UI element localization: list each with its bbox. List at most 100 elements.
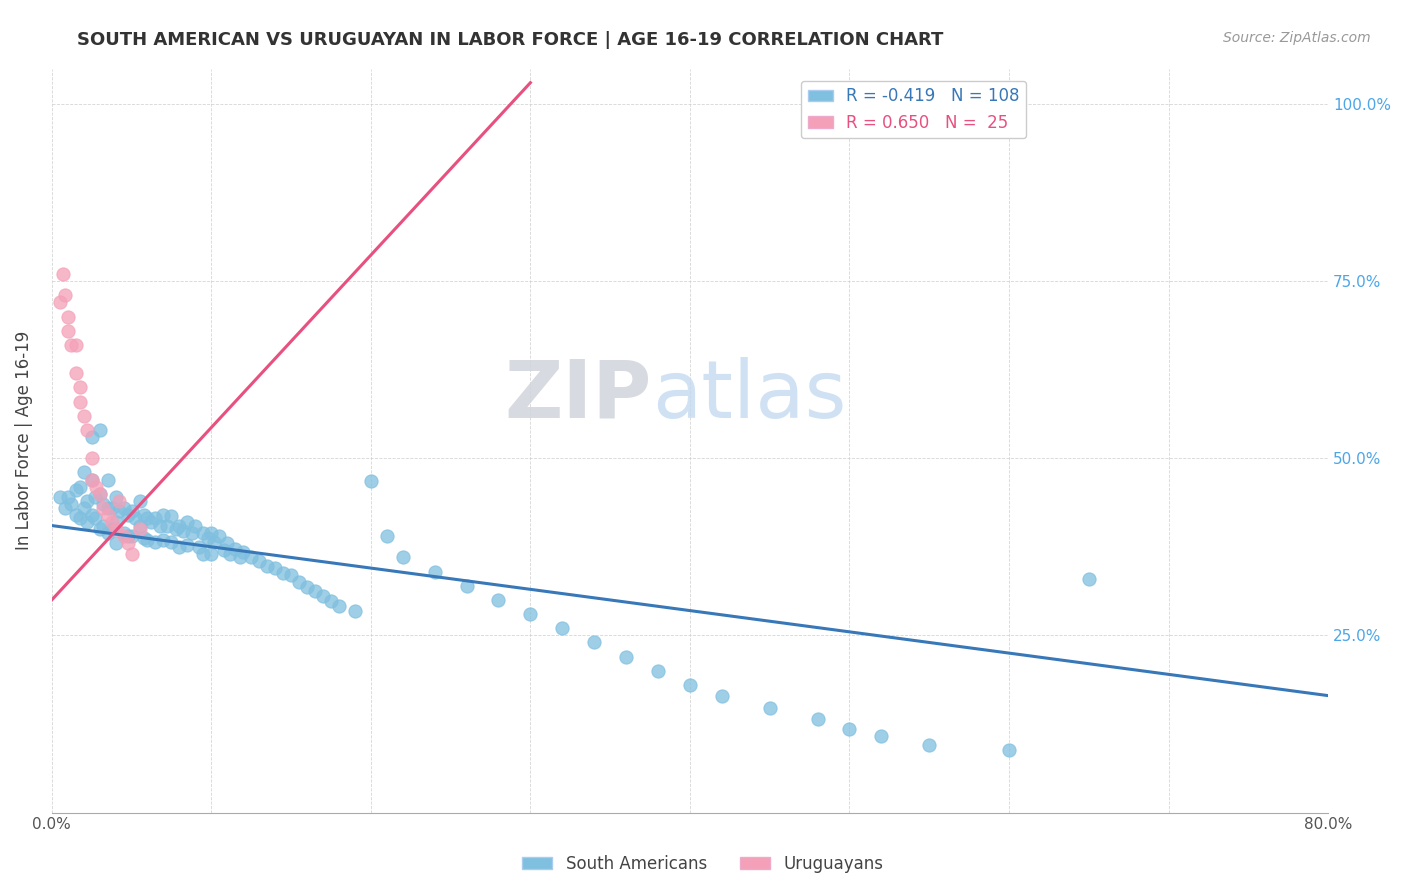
Point bbox=[48, 295, 70, 310]
Point bbox=[391, 550, 413, 565]
Point bbox=[112, 525, 135, 540]
Point bbox=[124, 511, 146, 525]
Point bbox=[758, 700, 780, 714]
Point bbox=[145, 534, 167, 549]
Point bbox=[295, 580, 318, 594]
Point bbox=[264, 561, 287, 575]
Point bbox=[69, 394, 91, 409]
Point bbox=[97, 500, 120, 515]
Point bbox=[80, 451, 103, 466]
Text: Source: ZipAtlas.com: Source: ZipAtlas.com bbox=[1223, 31, 1371, 45]
Point bbox=[232, 545, 254, 559]
Point bbox=[583, 635, 606, 649]
Point bbox=[101, 500, 124, 515]
Point bbox=[65, 508, 87, 522]
Point bbox=[176, 515, 198, 529]
Point bbox=[91, 497, 114, 511]
Text: SOUTH AMERICAN VS URUGUAYAN IN LABOR FORCE | AGE 16-19 CORRELATION CHART: SOUTH AMERICAN VS URUGUAYAN IN LABOR FOR… bbox=[77, 31, 943, 49]
Point bbox=[80, 473, 103, 487]
Point bbox=[212, 543, 235, 558]
Point bbox=[53, 288, 76, 302]
Point bbox=[224, 541, 246, 556]
Point bbox=[91, 518, 114, 533]
Point bbox=[73, 466, 96, 480]
Point bbox=[89, 486, 111, 500]
Point bbox=[360, 474, 382, 488]
Point bbox=[117, 529, 139, 543]
Point bbox=[97, 508, 120, 522]
Point bbox=[136, 533, 159, 547]
Y-axis label: In Labor Force | Age 16-19: In Labor Force | Age 16-19 bbox=[15, 331, 32, 550]
Point bbox=[107, 504, 129, 518]
Point bbox=[160, 534, 183, 549]
Point bbox=[197, 531, 219, 545]
Point bbox=[806, 712, 828, 726]
Point bbox=[256, 558, 278, 573]
Point bbox=[193, 547, 215, 561]
Point bbox=[870, 729, 893, 743]
Point bbox=[86, 480, 108, 494]
Point bbox=[208, 529, 231, 543]
Point bbox=[1077, 572, 1099, 586]
Point bbox=[200, 525, 222, 540]
Point bbox=[69, 480, 91, 494]
Point bbox=[76, 493, 98, 508]
Point bbox=[91, 500, 114, 515]
Point bbox=[65, 338, 87, 352]
Point bbox=[217, 536, 239, 550]
Point bbox=[56, 324, 79, 338]
Point bbox=[838, 722, 860, 736]
Point bbox=[647, 664, 669, 678]
Point bbox=[83, 490, 105, 504]
Point bbox=[149, 518, 172, 533]
Point bbox=[136, 511, 159, 525]
Point bbox=[121, 529, 143, 543]
Point bbox=[59, 497, 82, 511]
Point bbox=[165, 522, 187, 536]
Point bbox=[80, 430, 103, 444]
Point bbox=[117, 508, 139, 522]
Text: atlas: atlas bbox=[651, 357, 846, 435]
Legend: South Americans, Uruguayans: South Americans, Uruguayans bbox=[516, 848, 890, 880]
Point bbox=[312, 590, 335, 604]
Point bbox=[280, 568, 302, 582]
Point bbox=[97, 525, 120, 540]
Point bbox=[56, 490, 79, 504]
Point bbox=[169, 518, 191, 533]
Point bbox=[456, 579, 478, 593]
Point bbox=[200, 547, 222, 561]
Point bbox=[304, 584, 326, 599]
Point bbox=[172, 524, 194, 538]
Point bbox=[80, 508, 103, 522]
Point bbox=[181, 525, 204, 540]
Point bbox=[53, 500, 76, 515]
Point bbox=[288, 575, 311, 590]
Point bbox=[112, 500, 135, 515]
Point bbox=[184, 518, 207, 533]
Point bbox=[65, 366, 87, 380]
Point bbox=[156, 518, 179, 533]
Point bbox=[229, 550, 252, 565]
Point bbox=[56, 310, 79, 324]
Point bbox=[121, 547, 143, 561]
Point bbox=[614, 649, 637, 664]
Point bbox=[152, 533, 174, 547]
Point bbox=[204, 534, 226, 549]
Point bbox=[83, 511, 105, 525]
Point bbox=[134, 508, 156, 522]
Point bbox=[112, 529, 135, 543]
Point bbox=[76, 423, 98, 437]
Point bbox=[551, 621, 574, 635]
Point bbox=[710, 689, 733, 703]
Point bbox=[328, 599, 350, 613]
Point bbox=[117, 536, 139, 550]
Point bbox=[128, 493, 150, 508]
Point bbox=[59, 338, 82, 352]
Point bbox=[187, 540, 209, 554]
Text: ZIP: ZIP bbox=[505, 357, 651, 435]
Point bbox=[104, 522, 127, 536]
Legend: R = -0.419   N = 108, R = 0.650   N =  25: R = -0.419 N = 108, R = 0.650 N = 25 bbox=[801, 80, 1026, 138]
Point bbox=[101, 515, 124, 529]
Point bbox=[121, 504, 143, 518]
Point bbox=[160, 509, 183, 524]
